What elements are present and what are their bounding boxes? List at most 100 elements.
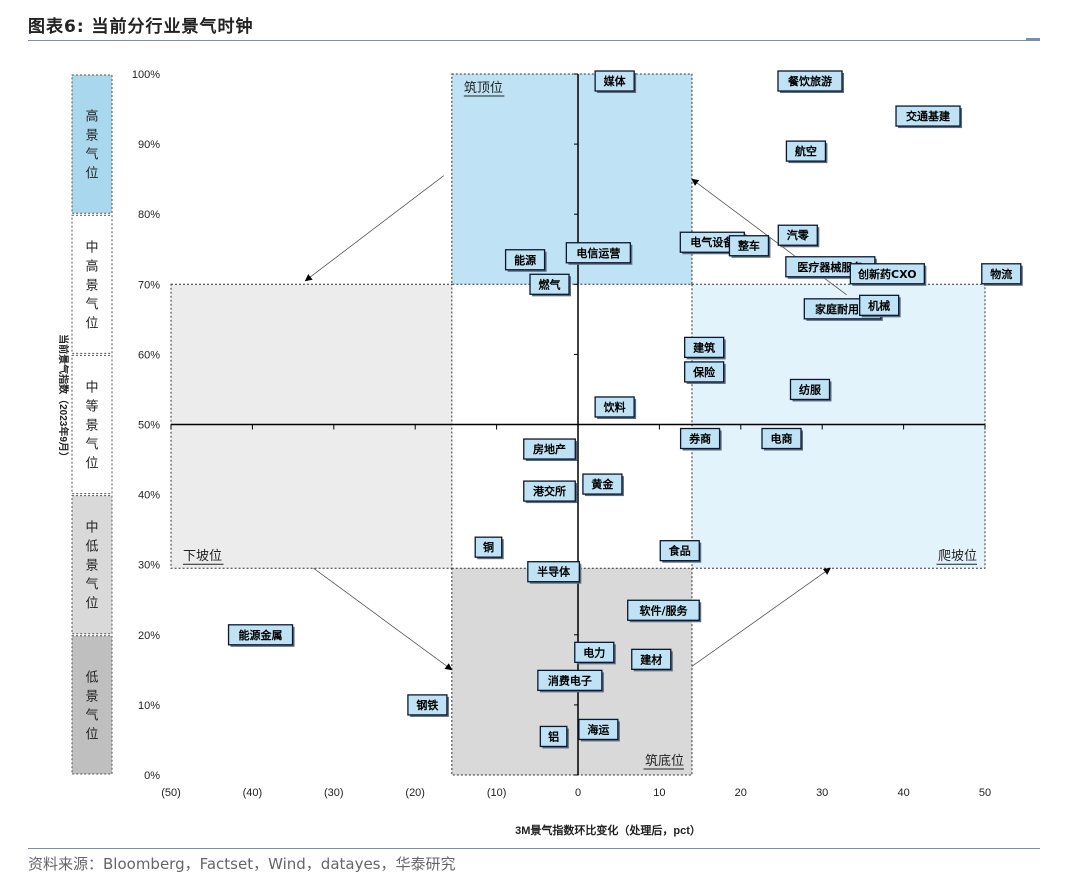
band-box-1 (71, 214, 113, 354)
x-tick-label: (30) (324, 787, 344, 799)
point-box (895, 105, 961, 127)
point-label: 饮料 (603, 400, 626, 414)
title-rule-accent (1026, 38, 1040, 40)
point-label: 铜 (482, 540, 494, 554)
point-box (777, 70, 843, 92)
point-18: 饮料 (594, 396, 637, 419)
point-label: 餐饮旅游 (787, 74, 832, 88)
point-box (594, 70, 635, 92)
point-label: 半导体 (537, 565, 571, 579)
point-label: 家庭耐用品 (815, 302, 870, 316)
point-box (785, 140, 827, 162)
point-22: 港交所 (523, 480, 578, 504)
point-12: 燃气 (529, 273, 572, 297)
point-label: 电力 (583, 645, 605, 659)
point-28: 能源金属 (227, 624, 295, 647)
band-box-0 (71, 74, 113, 214)
point-box (565, 242, 631, 264)
point-33: 海运 (578, 718, 620, 742)
point-25: 食品 (659, 540, 702, 563)
point-box (684, 361, 725, 383)
point-label: 食品 (669, 544, 691, 558)
point-label: 港交所 (533, 484, 566, 498)
point-label: 黄金 (591, 477, 614, 491)
point-label: 能源金属 (239, 628, 283, 642)
source-note: 资料来源：Bloomberg，Factset，Wind，datayes，华泰研究 (28, 855, 456, 873)
point-label: 纺服 (799, 382, 822, 396)
point-label: 保险 (692, 365, 716, 379)
x-tick-label: 40 (897, 787, 909, 799)
quadrant-label-2: 筑底位 (645, 753, 684, 769)
x-tick-label: (40) (243, 787, 263, 799)
point-1: 餐饮旅游 (777, 70, 844, 94)
point-30: 建材 (631, 648, 673, 672)
point-box (523, 480, 576, 502)
point-7: 能源 (504, 249, 547, 272)
y-tick-label: 20% (138, 630, 160, 642)
y-tick-label: 40% (138, 490, 160, 502)
quadrant-label-3: 下坡位 (183, 549, 222, 564)
y-tick-label: 70% (138, 279, 160, 291)
point-label: 能源 (514, 253, 536, 267)
point-19: 券商 (679, 427, 722, 451)
source-rule (28, 848, 1040, 849)
x-tick-label: (10) (487, 787, 507, 799)
point-label: 铝 (548, 729, 559, 743)
point-label: 建材 (640, 652, 662, 666)
point-box (631, 648, 672, 670)
point-box (659, 540, 700, 562)
band-label-4: 低景气位 (85, 670, 98, 742)
point-label: 创新药CXO (857, 267, 917, 281)
y-tick-label: 50% (138, 420, 160, 432)
y-tick-label: 90% (138, 139, 160, 151)
point-box (679, 427, 721, 450)
point-23: 黄金 (582, 473, 624, 497)
point-box (582, 473, 623, 495)
y-tick-label: 100% (132, 69, 160, 81)
point-label: 媒体 (603, 74, 627, 88)
point-31: 消费电子 (537, 669, 604, 693)
point-label: 电商 (771, 432, 793, 446)
point-label: 机械 (868, 298, 890, 312)
cycle-arrow-1 (313, 567, 453, 671)
quadrant-label-0: 筑顶位 (464, 80, 503, 96)
point-label: 海运 (587, 722, 609, 736)
point-34: 铝 (539, 725, 569, 749)
y-tick-label: 0% (144, 770, 160, 782)
point-box (529, 273, 570, 295)
point-8: 电信运营 (565, 242, 633, 265)
point-box (523, 438, 576, 460)
point-11: 物流 (981, 263, 1023, 286)
point-label: 汽零 (787, 228, 810, 242)
y-tick-label: 30% (138, 560, 160, 572)
point-27: 软件/服务 (627, 599, 702, 623)
cycle-arrow-2 (691, 567, 831, 667)
y-tick-label: 10% (138, 700, 160, 712)
band-label-0: 高景气位 (85, 109, 98, 182)
band-box-4 (71, 635, 113, 775)
point-6: 整车 (728, 235, 771, 258)
band-box-3 (71, 495, 113, 635)
point-box (594, 396, 635, 418)
x-axis-label: 3M景气指数环比变化（处理后，pct） (515, 823, 701, 837)
y-tick-label: 60% (138, 349, 160, 361)
x-tick-label: (20) (405, 787, 425, 799)
point-20: 电商 (761, 427, 803, 451)
x-tick-label: 20 (735, 787, 747, 799)
figure-title: 图表6: 当前分行业景气时钟 (28, 17, 254, 37)
point-label: 消费电子 (548, 673, 592, 687)
point-32: 钢铁 (407, 694, 449, 717)
point-3: 航空 (785, 140, 828, 164)
x-tick-label: 0 (575, 787, 581, 799)
point-10: 创新药CXO (849, 263, 927, 286)
x-tick-label: 50 (979, 787, 991, 799)
point-label: 整车 (737, 239, 760, 253)
band-box-2 (71, 354, 113, 495)
point-label: 交通基建 (906, 109, 951, 123)
quadrant-label-1: 爬坡位 (938, 549, 977, 564)
point-29: 电力 (574, 641, 616, 665)
point-26: 半导体 (527, 561, 582, 584)
point-14: 机械 (859, 294, 901, 318)
